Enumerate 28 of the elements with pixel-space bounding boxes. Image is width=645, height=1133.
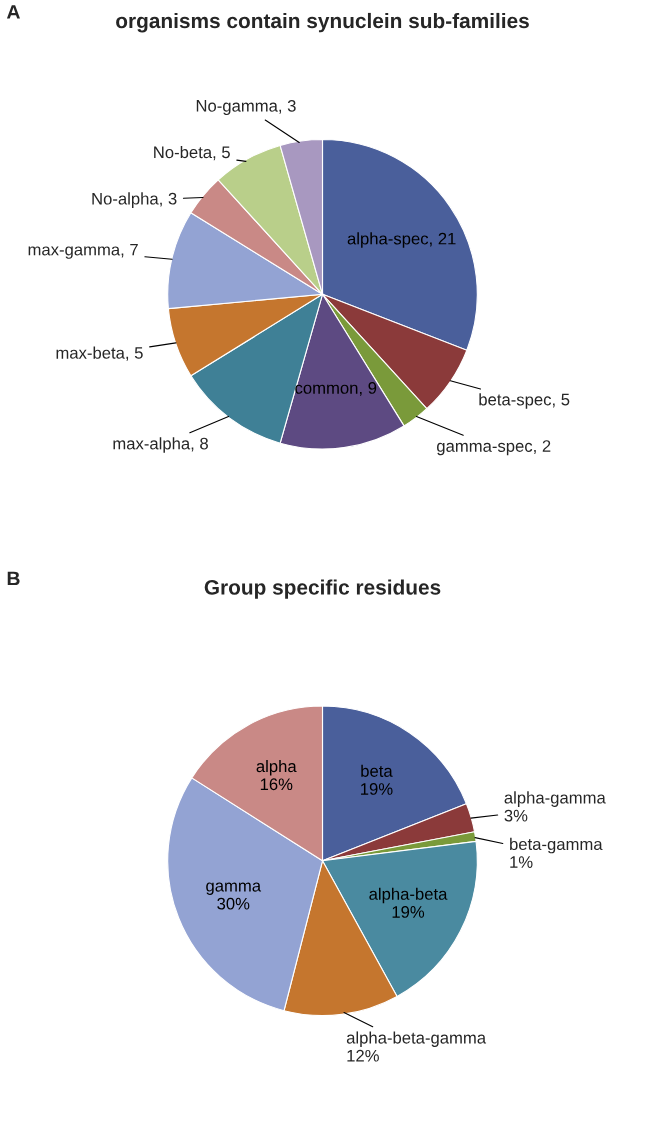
data-label: 1% — [510, 856, 533, 868]
text: A — [6, 5, 20, 19]
slice-label: alpha-beta — [369, 887, 448, 904]
slice-label: beta-gamma — [510, 837, 603, 854]
data-label: 16% — [260, 778, 293, 791]
chart-title: organisms contain synuclein sub-families — [116, 12, 529, 33]
slice-label: common, 9 — [295, 382, 377, 396]
slice-label: alpha-spec, 21 — [347, 232, 456, 248]
slice-label: No-gamma, 3 — [196, 99, 296, 116]
slice-label: beta — [361, 764, 393, 777]
slice-label: No-alpha, 3 — [92, 192, 177, 208]
data-label: 3% — [504, 809, 528, 822]
slice-label: max-beta, 5 — [56, 346, 143, 361]
data-label: 19% — [361, 783, 393, 795]
slice-label: alpha — [256, 759, 297, 776]
data-label: 12% — [347, 1049, 379, 1062]
slice-label: gamma-spec, 2 — [437, 440, 551, 456]
slice-label: max-gamma, 7 — [28, 243, 138, 259]
data-label: 30% — [217, 897, 250, 910]
chart-title: Group specific residues — [204, 579, 441, 599]
slice-label: gamma — [206, 882, 262, 895]
text: B — [7, 571, 20, 586]
slice-label: alpha-beta-gamma — [346, 1031, 487, 1047]
slice-label: alpha-gamma — [504, 791, 606, 807]
data-label: 19% — [392, 906, 425, 918]
slice-label: max-alpha, 8 — [113, 437, 208, 453]
slice-label: No-beta, 5 — [154, 145, 230, 161]
slice-label: beta-spec, 5 — [479, 393, 570, 409]
